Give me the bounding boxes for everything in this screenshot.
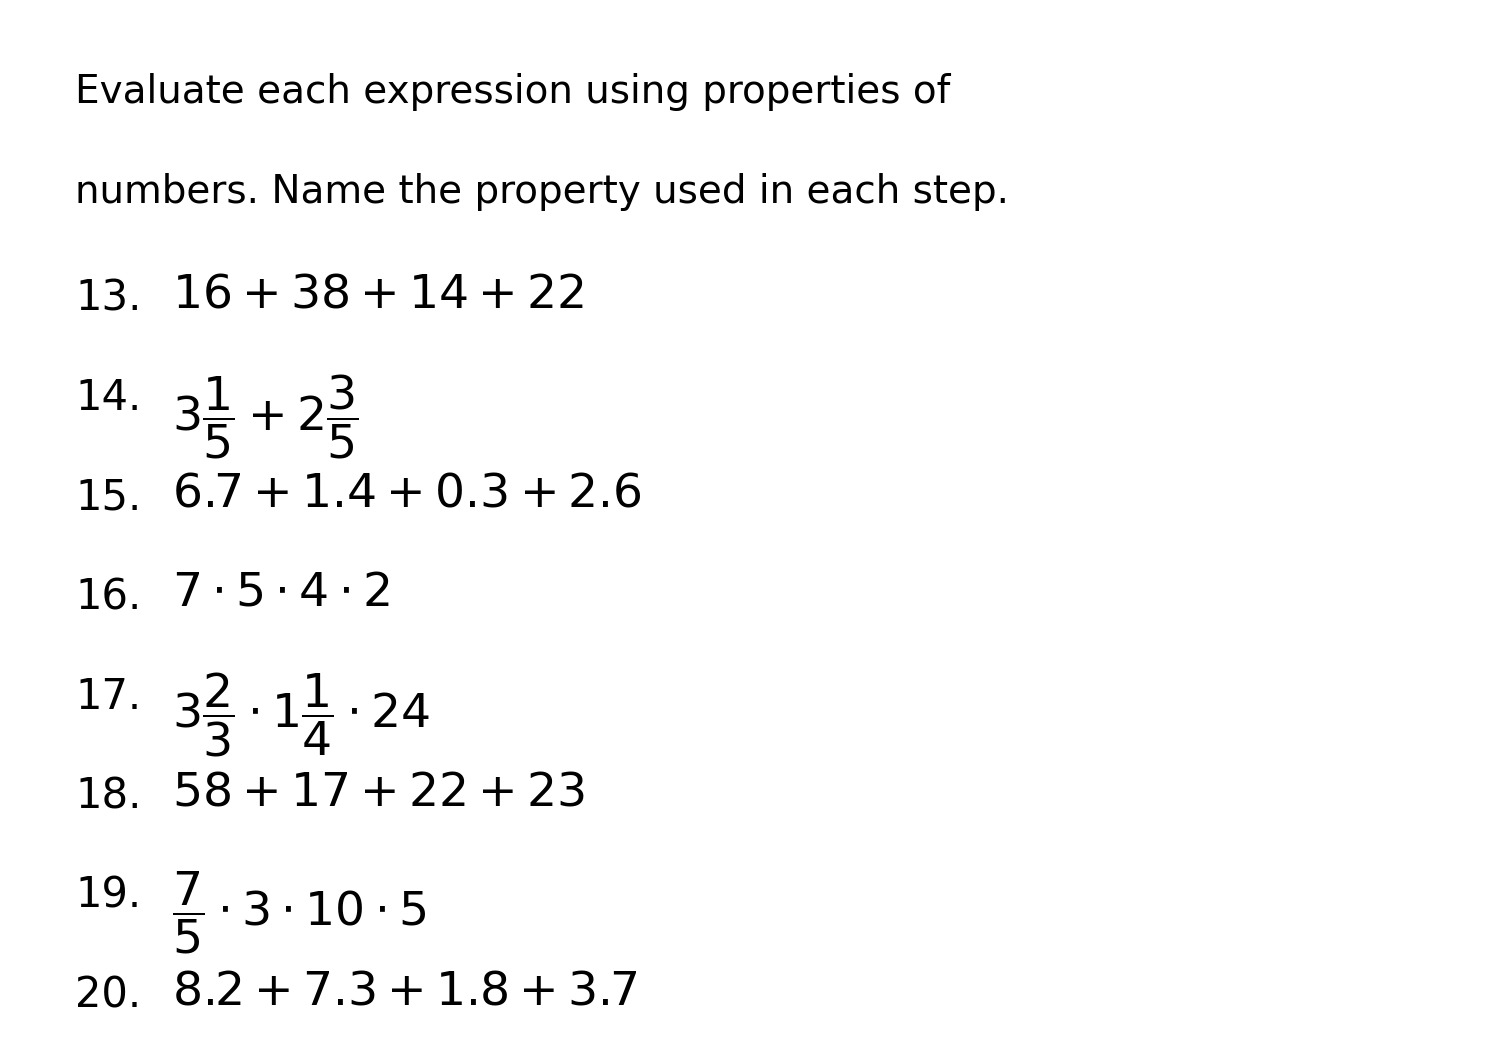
Text: 13.: 13. (75, 278, 141, 320)
Text: 15.: 15. (75, 477, 141, 519)
Text: 18.: 18. (75, 776, 141, 817)
Text: Evaluate each expression using properties of: Evaluate each expression using propertie… (75, 73, 951, 111)
Text: $7 \cdot 5 \cdot 4 \cdot 2$: $7 \cdot 5 \cdot 4 \cdot 2$ (172, 571, 390, 616)
Text: $58 + 17 + 22 + 23$: $58 + 17 + 22 + 23$ (172, 770, 585, 815)
Text: 14.: 14. (75, 377, 141, 419)
Text: 16.: 16. (75, 576, 141, 618)
Text: $8.2 + 7.3 + 1.8 + 3.7$: $8.2 + 7.3 + 1.8 + 3.7$ (172, 969, 638, 1014)
Text: $3\dfrac{1}{5} + 2\dfrac{3}{5}$: $3\dfrac{1}{5} + 2\dfrac{3}{5}$ (172, 372, 358, 460)
Text: $6.7 + 1.4 + 0.3 + 2.6$: $6.7 + 1.4 + 0.3 + 2.6$ (172, 472, 642, 517)
Text: 19.: 19. (75, 875, 141, 917)
Text: $\dfrac{7}{5} \cdot 3 \cdot 10 \cdot 5$: $\dfrac{7}{5} \cdot 3 \cdot 10 \cdot 5$ (172, 870, 428, 957)
Text: numbers. Name the property used in each step.: numbers. Name the property used in each … (75, 173, 1010, 211)
Text: $16 + 38 + 14 + 22$: $16 + 38 + 14 + 22$ (172, 272, 585, 318)
Text: $3\dfrac{2}{3} \cdot 1\dfrac{1}{4} \cdot 24$: $3\dfrac{2}{3} \cdot 1\dfrac{1}{4} \cdot… (172, 671, 430, 759)
Text: 17.: 17. (75, 676, 141, 718)
Text: 20.: 20. (75, 975, 141, 1017)
